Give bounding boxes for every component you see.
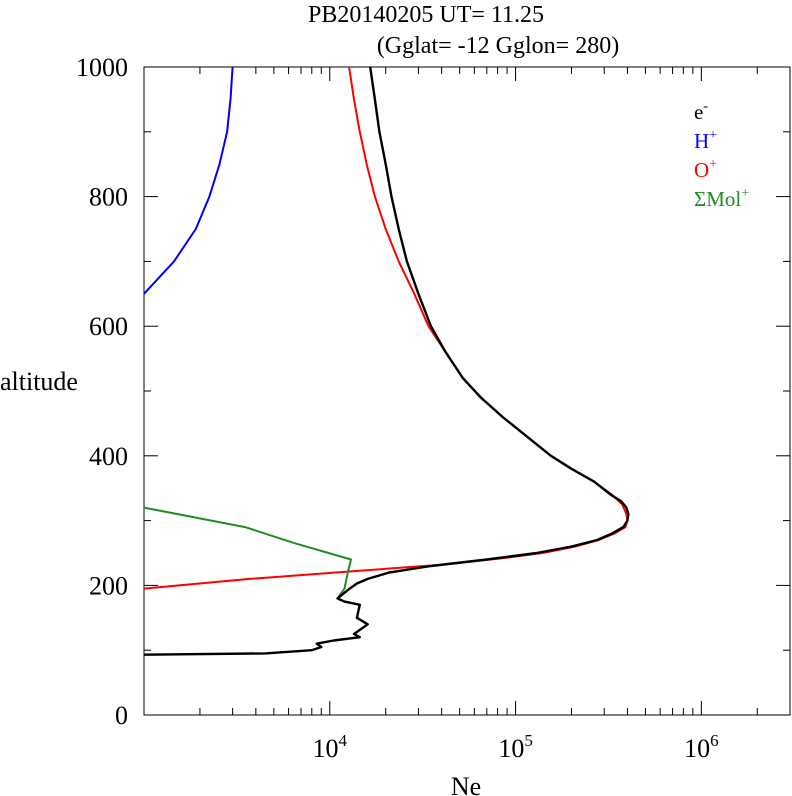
- y-tick-label: 1000: [76, 53, 128, 82]
- y-tick-label: 0: [115, 701, 128, 730]
- x-tick-label: 104: [313, 731, 348, 763]
- chart-title: PB20140205 UT= 11.25: [308, 2, 544, 28]
- y-tick-label: 800: [89, 183, 128, 212]
- legend-entry: H+: [694, 128, 717, 153]
- series-line-h-plus: [143, 66, 234, 295]
- y-tick-label: 400: [89, 442, 128, 471]
- x-axis: 104 105 106: [199, 67, 758, 763]
- x-tick-label: 105: [498, 731, 533, 763]
- y-axis: 0 200 400 600 800 1000: [76, 53, 790, 730]
- legend: e- H+ O+ ΣMol+: [694, 99, 749, 211]
- y-tick-label: 600: [89, 312, 128, 341]
- legend-entry: O+: [694, 157, 717, 182]
- y-axis-label: altitude: [0, 367, 78, 396]
- y-tick-label: 200: [89, 571, 128, 600]
- x-tick-label: 106: [684, 731, 719, 763]
- series-line-mol-plus: [143, 506, 352, 599]
- legend-entry: e-: [694, 99, 708, 124]
- series-lines: [143, 66, 630, 656]
- legend-entry: ΣMol+: [694, 186, 749, 211]
- series-line-electrons: [143, 66, 630, 656]
- x-axis-label: Ne: [451, 772, 481, 796]
- series-line-o-plus: [143, 66, 629, 590]
- chart-subtitle: (Gglat= -12 Gglon= 280): [377, 33, 619, 59]
